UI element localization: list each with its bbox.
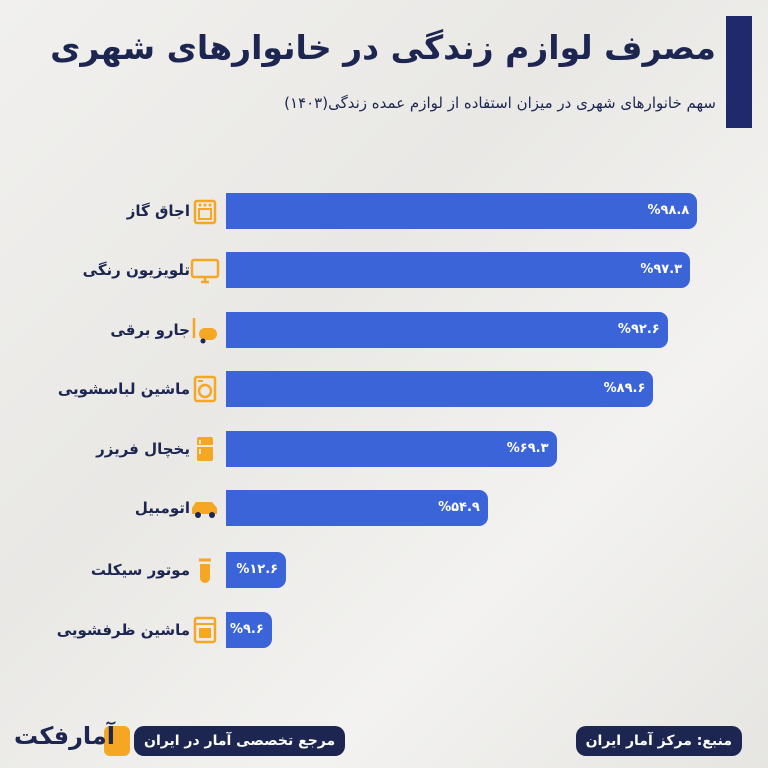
value-label: %۹۲.۶ (617, 322, 660, 337)
dishwasher-icon (190, 616, 220, 644)
value-label: %۸۹.۶ (603, 381, 646, 396)
category-label: ماشین ظرفشویی (56, 621, 190, 639)
stove-icon (190, 197, 220, 225)
value-label: %۵۴.۹ (438, 500, 480, 515)
page-subtitle: سهم خانوارهای شهری در میزان استفاده از ل… (284, 94, 716, 112)
value-label: %۹۸.۸ (647, 203, 690, 218)
value-label: %۱۲.۶ (236, 562, 279, 577)
bar (226, 371, 654, 407)
category-label: موتور سیکلت (90, 561, 190, 579)
title-accent-bar (726, 16, 752, 128)
value-label: %۹.۶ (229, 622, 264, 637)
logo: آمارفکت (14, 722, 115, 750)
washing-machine-icon (190, 375, 220, 403)
bar (226, 490, 488, 526)
bar (226, 193, 698, 229)
bar (226, 552, 287, 588)
bar (226, 312, 668, 348)
value-label: %۹۷.۳ (640, 262, 683, 277)
bar (226, 612, 272, 648)
fridge-icon (190, 435, 220, 463)
car-icon (190, 494, 220, 522)
bar (226, 252, 691, 288)
vacuum-icon (190, 316, 220, 344)
tagline-badge: مرجع تخصصی آمار در ایران (134, 726, 346, 756)
logo-icon (104, 726, 130, 756)
category-label: اتومبیل (134, 499, 190, 517)
source-badge: منبع: مرکز آمار ایران (575, 726, 742, 756)
motorcycle-icon (190, 556, 220, 584)
category-label: جارو برقی (110, 321, 190, 339)
value-label: %۶۹.۳ (506, 441, 549, 456)
category-label: تلویزیون رنگی (82, 261, 190, 279)
page-title: مصرف لوازم زندگی در خانوارهای شهری (50, 28, 716, 67)
tv-icon (190, 256, 220, 284)
category-label: اجاق گاز (126, 202, 190, 220)
category-label: ماشین لباسشویی (57, 380, 190, 398)
category-label: یخچال فریزر (96, 440, 190, 458)
bar (226, 431, 557, 467)
